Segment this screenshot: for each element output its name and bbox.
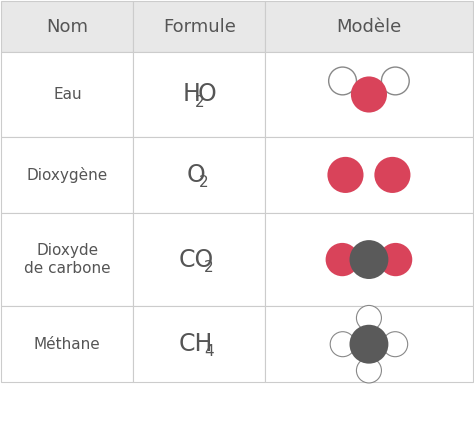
FancyBboxPatch shape (1, 52, 133, 137)
Text: Modèle: Modèle (337, 18, 401, 36)
Text: 2: 2 (199, 175, 209, 190)
Text: CO: CO (179, 248, 214, 271)
Text: O: O (187, 163, 206, 187)
FancyBboxPatch shape (133, 213, 265, 306)
Text: Dioxygène: Dioxygène (27, 167, 108, 183)
Text: Dioxyde
de carbone: Dioxyde de carbone (24, 243, 110, 276)
Text: 4: 4 (204, 344, 214, 359)
FancyBboxPatch shape (265, 137, 473, 213)
FancyBboxPatch shape (1, 1, 133, 52)
Text: CH: CH (179, 332, 213, 356)
Text: H: H (182, 83, 201, 106)
Text: 2: 2 (194, 95, 204, 109)
FancyBboxPatch shape (265, 306, 473, 382)
FancyBboxPatch shape (265, 52, 473, 137)
FancyBboxPatch shape (1, 137, 133, 213)
Text: O: O (198, 83, 217, 106)
FancyBboxPatch shape (133, 137, 265, 213)
Text: Nom: Nom (46, 18, 88, 36)
Text: Eau: Eau (53, 87, 82, 102)
FancyBboxPatch shape (1, 306, 133, 382)
FancyBboxPatch shape (265, 213, 473, 306)
FancyBboxPatch shape (1, 213, 133, 306)
FancyBboxPatch shape (133, 1, 265, 52)
Text: Méthane: Méthane (34, 337, 101, 352)
Text: 2: 2 (204, 260, 214, 275)
FancyBboxPatch shape (133, 306, 265, 382)
FancyBboxPatch shape (265, 1, 473, 52)
FancyBboxPatch shape (133, 52, 265, 137)
Text: Formule: Formule (163, 18, 236, 36)
